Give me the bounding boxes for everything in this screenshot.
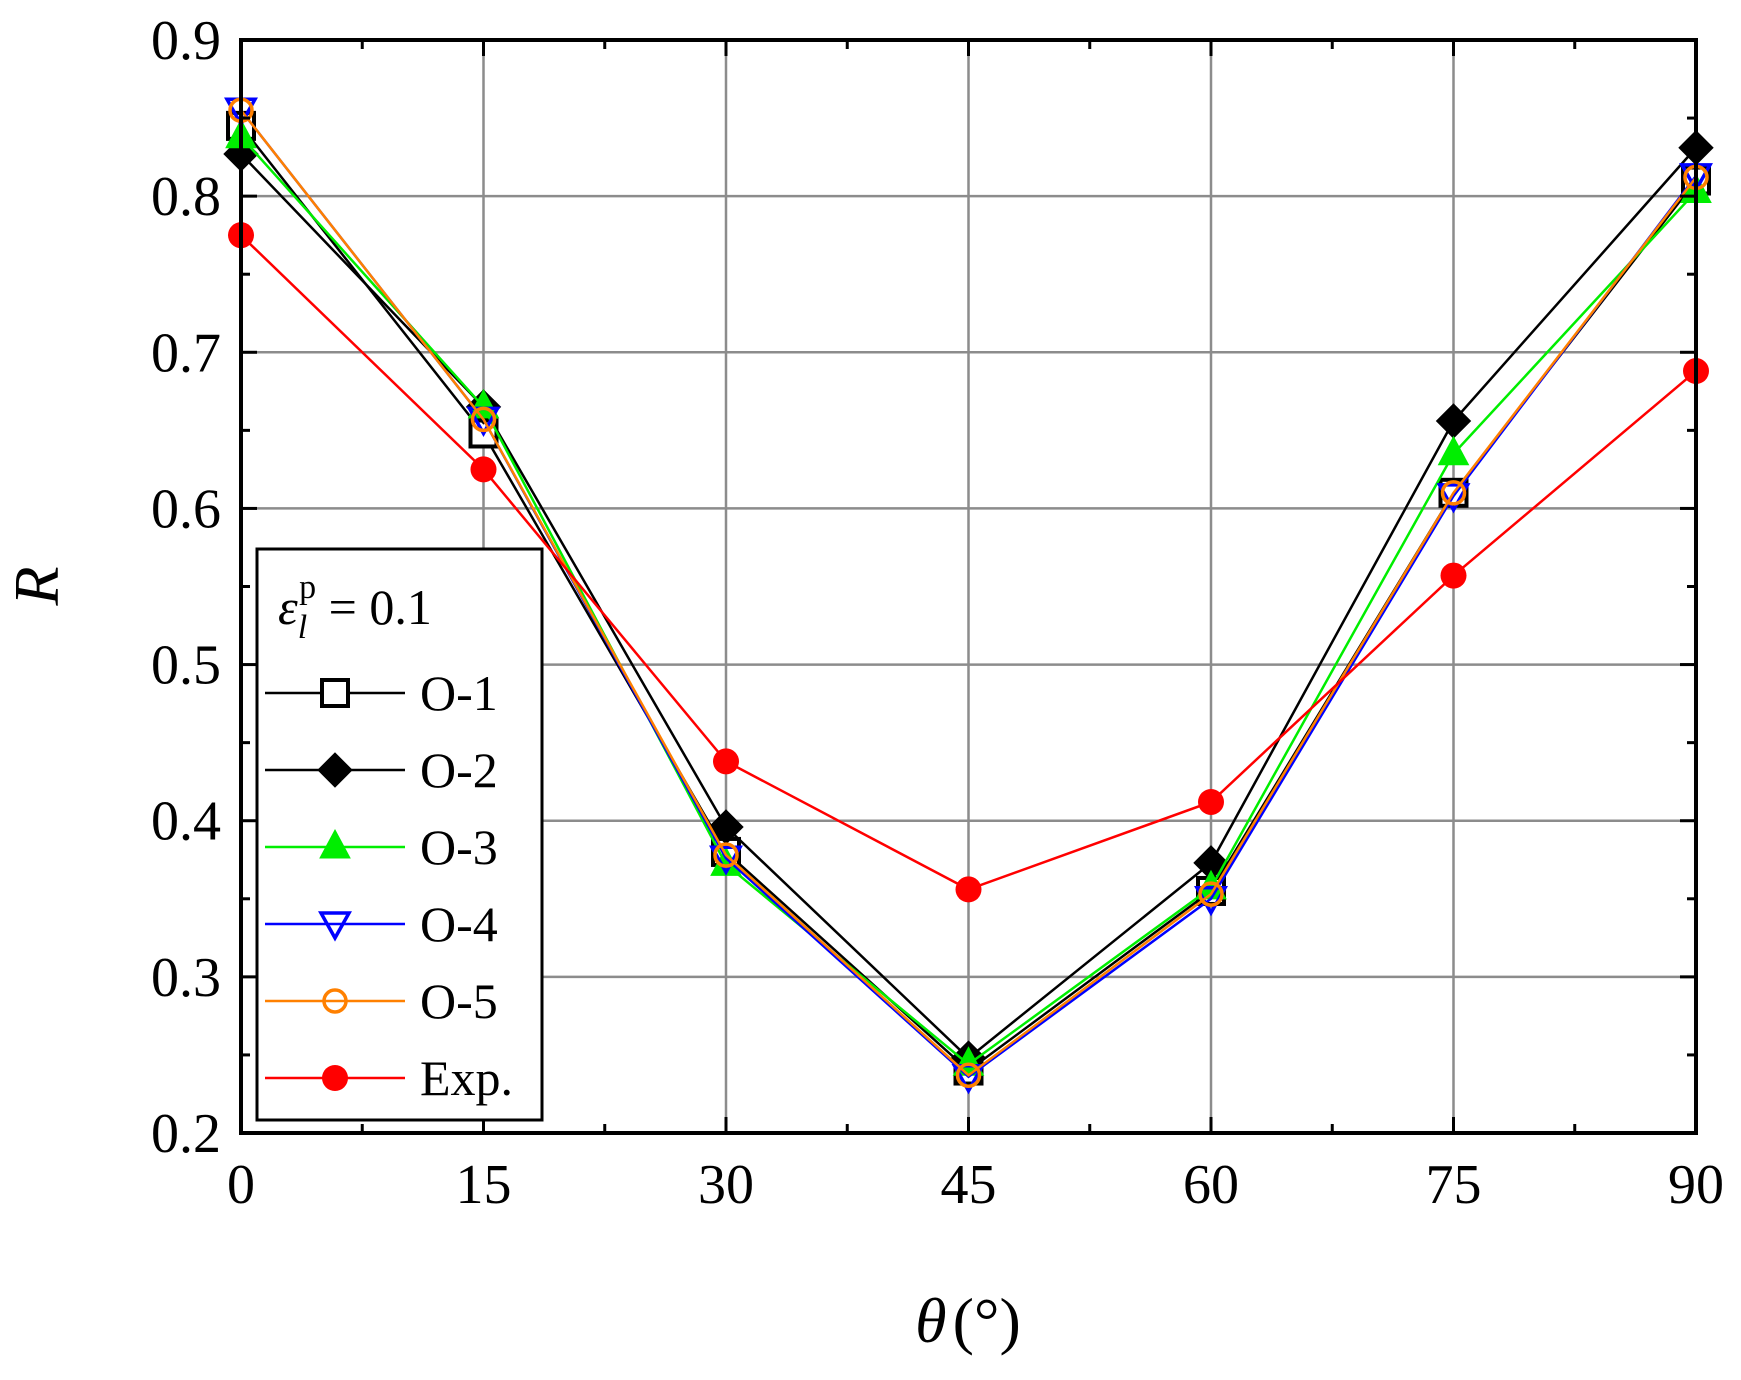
legend-entry: O-5 [265,973,498,1029]
ticks [239,38,1698,1135]
data-point [709,845,743,876]
legend-marker [319,828,351,859]
legend-label: O-4 [420,896,498,952]
legend-entry: O-2 [265,742,498,798]
tick-labels: 0 15 30 45 60 75 90 0.2 0.3 0.4 0.5 0.6 0.7 0.8 0.9 [151,10,1724,1216]
legend-entry: O-1 [265,665,498,721]
data-point [1436,483,1471,514]
data-point [470,406,497,433]
x-tick-label: 75 [1426,1154,1482,1216]
x-tick-label: 15 [456,1154,512,1216]
y-tick-label: 0.6 [151,478,221,540]
y-tick-label: 0.2 [151,1103,221,1165]
legend: εlp = 0.1 O-1 O-2 O-3 O-4 O-5 Exp. [255,547,544,1122]
legend-entries: O-1 O-2 O-3 O-4 O-5 Exp. [265,665,513,1106]
series-exp [228,222,1709,903]
data-point [1440,480,1467,506]
x-tick-label: 60 [1183,1154,1239,1216]
legend-box [255,547,544,1122]
x-tick-label: 0 [227,1154,255,1216]
data-point [713,842,739,868]
x-tick-label: 90 [1668,1154,1724,1216]
legend-marker [317,752,353,788]
x-tick-label: 45 [941,1154,997,1216]
legend-title: εlp = 0.1 [278,569,432,646]
legend-label: O-1 [420,665,498,721]
y-tick-label: 0.5 [151,635,221,697]
data-point [1437,435,1470,466]
data-point [1198,881,1224,907]
legend-marker [318,911,352,942]
series-line [240,109,1697,1077]
legend-marker [322,1065,348,1091]
legend-entry: Exp. [265,1050,513,1106]
legend-title-symbol: ε [278,579,298,635]
legend-title-rest: = 0.1 [316,579,432,635]
data-point [1198,788,1224,815]
legend-label: Exp. [420,1050,513,1106]
x-axis-title: θ(°) [915,1285,1021,1356]
y-tick-label: 0.9 [151,10,221,72]
data-point [955,1062,982,1088]
legend-marker [322,988,348,1014]
data-point [1440,562,1467,589]
y-tick-label: 0.7 [151,322,221,384]
series-layer [223,97,1714,1095]
legend-label: O-2 [420,742,498,798]
legend-label: O-3 [420,819,498,875]
legend-marker [320,678,350,708]
legend-title-subscript: l [298,609,307,646]
x-axis-symbol: θ [915,1285,946,1356]
y-tick-label: 0.4 [151,791,221,853]
data-point [955,876,982,903]
data-point [713,748,739,775]
y-tick-label: 0.3 [151,947,221,1009]
legend-title-superscript: p [299,569,316,606]
legend-entry: O-3 [265,819,498,875]
x-axis-unit: (°) [953,1285,1021,1356]
legend-entry: O-4 [265,896,498,952]
y-tick-label: 0.8 [151,166,221,228]
y-axis-title: R [1,566,72,606]
data-point [470,456,497,483]
legend-label: O-5 [420,973,498,1029]
x-tick-label: 30 [698,1154,754,1216]
